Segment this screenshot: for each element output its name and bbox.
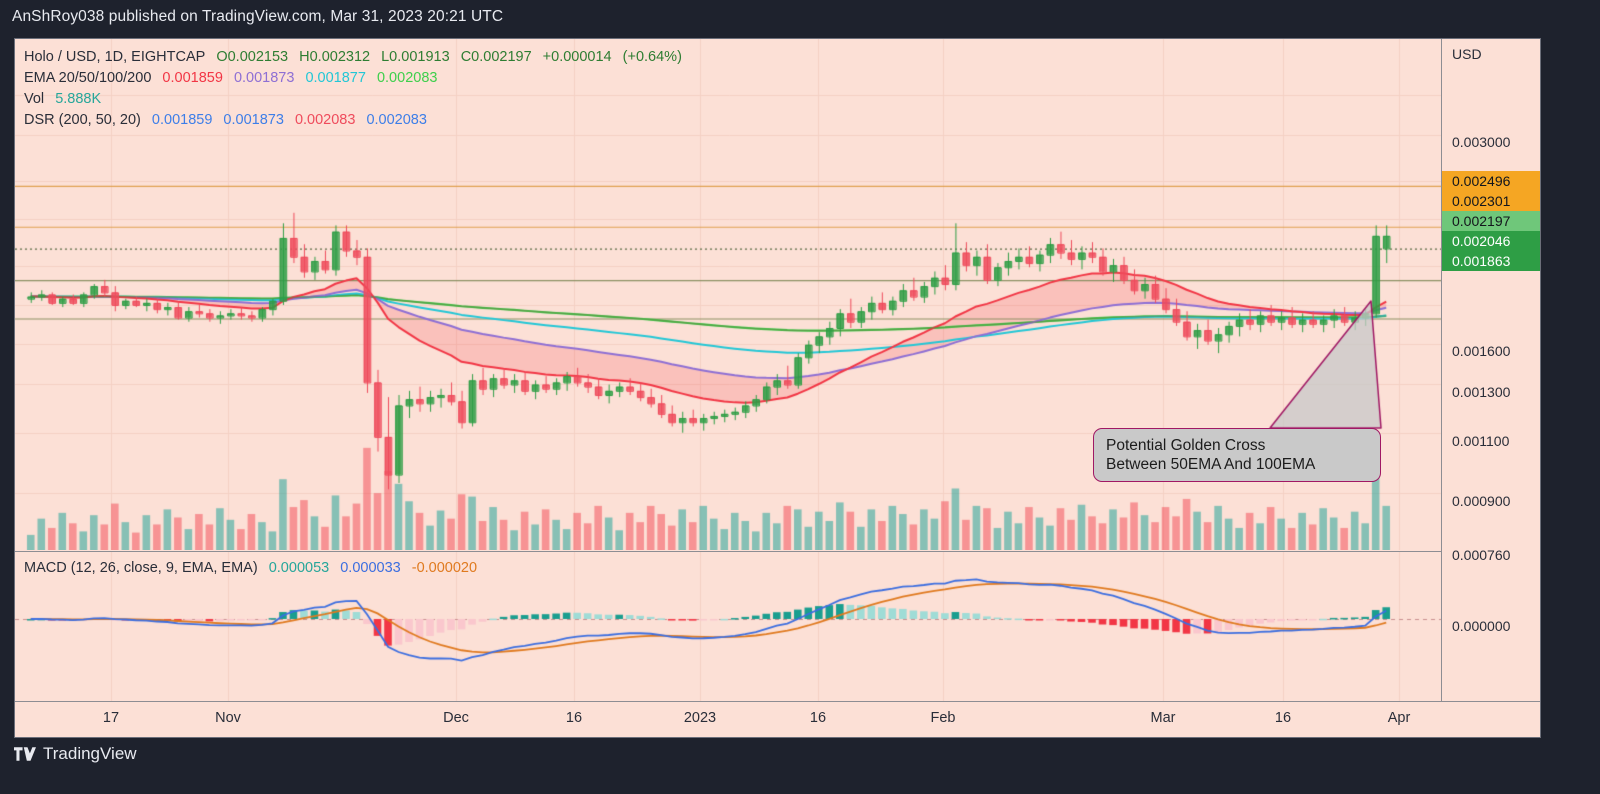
- time-tick: 2023: [683, 710, 717, 726]
- macd-zero-tick: 0.000000: [1452, 618, 1511, 634]
- price-axis[interactable]: USD 0.003000 0.001600 0.001300 0.001100 …: [1441, 39, 1540, 701]
- legend-ema-label: EMA 20/50/100/200: [24, 70, 152, 86]
- price-axis-unit: USD: [1452, 46, 1482, 62]
- legend-volume-value: 5.888K: [55, 91, 102, 107]
- legend-ema100-value: 0.001877: [305, 70, 366, 86]
- price-tag-support-high[interactable]: 0.002046: [1442, 231, 1540, 251]
- price-pane[interactable]: Holo / USD, 1D, EIGHTCAP O0.002153 H0.00…: [15, 39, 1442, 550]
- legend-dsr-value-3: 0.002083: [294, 112, 356, 128]
- macd-value-hist: -0.000020: [411, 560, 478, 576]
- price-tick: 0.000760: [1452, 547, 1511, 563]
- macd-label: MACD (12, 26, close, 9, EMA, EMA): [24, 560, 258, 576]
- price-legend: Holo / USD, 1D, EIGHTCAP O0.002153 H0.00…: [24, 47, 682, 131]
- annotation-callout[interactable]: Potential Golden Cross Between 50EMA And…: [1093, 428, 1381, 482]
- legend-high: H0.002312: [299, 49, 371, 65]
- legend-dsr-row[interactable]: DSR (200, 50, 20) 0.001859 0.001873 0.00…: [24, 110, 682, 131]
- price-tick: 0.001300: [1452, 384, 1511, 400]
- legend-dsr-label: DSR (200, 50, 20): [24, 112, 141, 128]
- legend-ema50-value: 0.001873: [233, 70, 295, 86]
- legend-change-abs: +0.000014: [542, 49, 612, 65]
- legend-volume-label: Vol: [24, 91, 45, 107]
- tradingview-mark-icon: [14, 747, 36, 761]
- legend-volume-row[interactable]: Vol 5.888K: [24, 89, 682, 110]
- macd-value-macd: 0.000053: [268, 560, 330, 576]
- macd-legend[interactable]: MACD (12, 26, close, 9, EMA, EMA) 0.0000…: [24, 560, 477, 576]
- legend-dsr-value-4: 0.002083: [366, 112, 427, 128]
- price-tag-resistance-high[interactable]: 0.002496: [1442, 171, 1540, 191]
- time-tick: 16: [1274, 710, 1292, 726]
- macd-pane[interactable]: MACD (12, 26, close, 9, EMA, EMA) 0.0000…: [15, 551, 1442, 702]
- macd-chart-canvas[interactable]: [15, 552, 1442, 701]
- price-tag-resistance-low[interactable]: 0.002301: [1442, 191, 1540, 211]
- annotation-text: Potential Golden Cross Between 50EMA And…: [1106, 437, 1316, 473]
- time-tick: Nov: [215, 710, 241, 726]
- tradingview-logo[interactable]: TradingView: [14, 744, 137, 764]
- time-tick: Feb: [930, 710, 956, 726]
- legend-close: C0.002197: [460, 49, 532, 65]
- legend-change-pct: (+0.64%): [622, 49, 682, 65]
- time-tick: Dec: [443, 710, 469, 726]
- legend-dsr-value-1: 0.001859: [151, 112, 213, 128]
- price-tick: 0.003000: [1452, 134, 1511, 150]
- time-tick: Apr: [1387, 710, 1411, 726]
- price-tick: 0.001100: [1452, 433, 1510, 449]
- tradingview-wordmark: TradingView: [43, 744, 137, 763]
- price-tick: 0.000900: [1452, 493, 1511, 509]
- time-axis[interactable]: 17 Nov Dec 16 2023 16 Feb Mar 16 Apr: [15, 701, 1540, 738]
- time-tick: 17: [102, 710, 120, 726]
- publish-line: AnShRoy038 published on TradingView.com,…: [12, 8, 504, 25]
- price-tag-support-low[interactable]: 0.001863: [1442, 251, 1540, 271]
- legend-open: O0.002153: [216, 49, 289, 65]
- legend-symbol-row[interactable]: Holo / USD, 1D, EIGHTCAP O0.002153 H0.00…: [24, 47, 682, 68]
- chart-frame: Holo / USD, 1D, EIGHTCAP O0.002153 H0.00…: [14, 38, 1541, 738]
- legend-low: L0.001913: [381, 49, 450, 65]
- time-tick: 16: [565, 710, 583, 726]
- legend-ema-row[interactable]: EMA 20/50/100/200 0.001859 0.001873 0.00…: [24, 68, 682, 89]
- legend-ema20-value: 0.001859: [162, 70, 223, 86]
- time-tick: 16: [809, 710, 827, 726]
- time-tick: Mar: [1150, 710, 1176, 726]
- price-tag-last-price[interactable]: 0.002197: [1442, 211, 1540, 231]
- legend-ema200-value: 0.002083: [376, 70, 438, 86]
- legend-dsr-value-2: 0.001873: [223, 112, 284, 128]
- legend-symbol: Holo / USD, 1D, EIGHTCAP: [24, 49, 206, 65]
- macd-value-signal: 0.000033: [340, 560, 401, 576]
- price-tick: 0.001600: [1452, 343, 1511, 359]
